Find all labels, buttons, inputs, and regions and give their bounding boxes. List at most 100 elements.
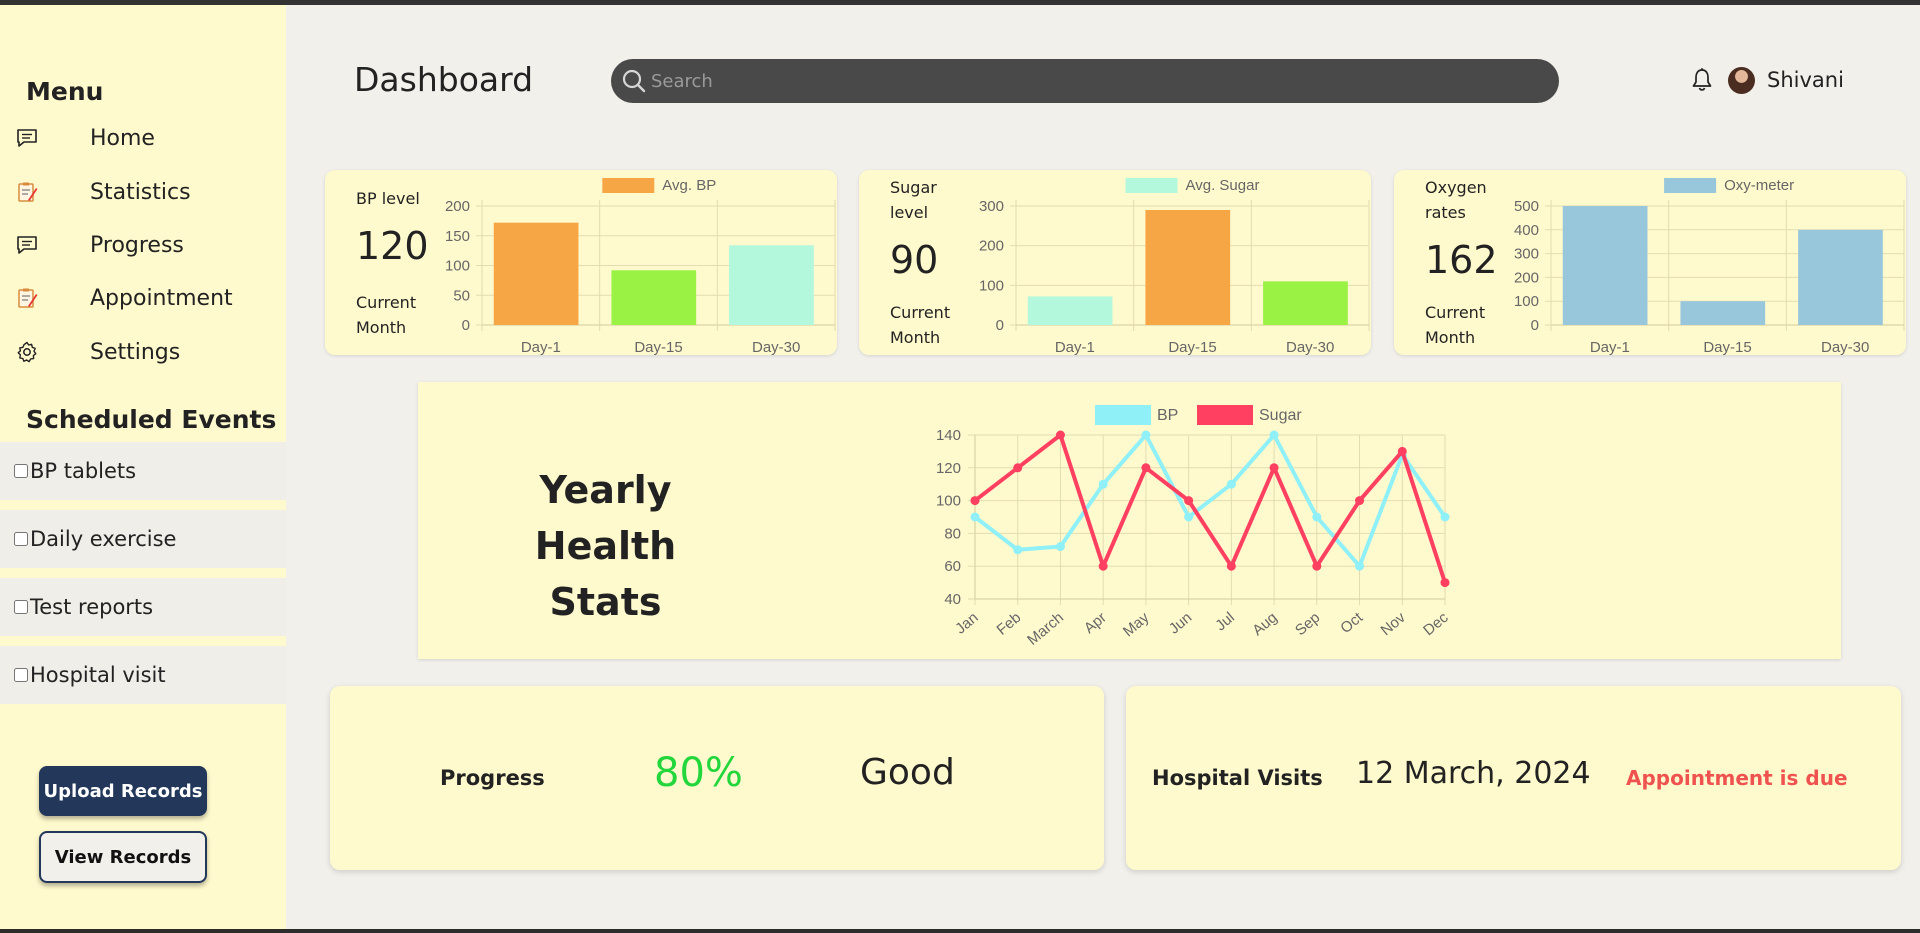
hospital-visits-card: Hospital Visits 12 March, 2024 Appointme…: [1126, 686, 1901, 870]
x-tick-label: Day-15: [1703, 339, 1751, 355]
data-point: [970, 496, 980, 506]
sidebar-item-home[interactable]: Home: [14, 118, 274, 158]
event-label: Daily exercise: [30, 527, 177, 551]
event-item[interactable]: BP tablets: [0, 442, 286, 500]
data-point: [1269, 430, 1279, 440]
data-point: [1312, 512, 1322, 522]
y-tick-label: 50: [453, 287, 470, 304]
view-records-button[interactable]: View Records: [39, 831, 207, 883]
legend-swatch: [602, 178, 655, 193]
event-item[interactable]: Test reports: [0, 578, 286, 636]
yearly-line-chart: BP Sugar 40 60 80 100 120 140 Jan Feb March Apr May J…: [936, 405, 1452, 649]
user-name[interactable]: Shivani: [1767, 68, 1844, 92]
yearly-stats-title: Yearly Health Stats: [534, 468, 677, 624]
data-point: [1397, 446, 1407, 456]
bottom-border: [0, 929, 1920, 933]
sugar-period-label: Current Month: [890, 303, 951, 347]
oxygen-period-label: Current Month: [1425, 303, 1486, 347]
y-tick-label: 0: [462, 317, 470, 334]
x-tick-label: Day-15: [1168, 339, 1216, 355]
yearly-health-stats-panel: Yearly Health Stats BP Sugar 40 60 80 100 120 1…: [418, 382, 1841, 659]
x-tick-label: Jun: [1166, 609, 1195, 638]
event-item[interactable]: Hospital visit: [0, 646, 286, 704]
data-point: [1098, 479, 1108, 489]
x-tick-label: March: [1024, 609, 1067, 649]
avatar[interactable]: [1728, 67, 1755, 94]
data-point: [1055, 430, 1065, 440]
y-tick-label: 40: [944, 591, 961, 608]
bar: [1145, 209, 1231, 325]
search-input[interactable]: [651, 67, 1531, 95]
sidebar-item-progress[interactable]: Progress: [14, 225, 274, 265]
x-tick-label: Day-15: [634, 339, 682, 355]
series-line-sugar: [973, 433, 1447, 584]
y-tick-label: 200: [979, 238, 1004, 255]
sidebar-item-statistics[interactable]: Statistics: [14, 172, 274, 212]
x-tick-label: May: [1120, 609, 1153, 641]
data-point: [1055, 542, 1065, 552]
bell-icon[interactable]: [1690, 67, 1714, 97]
oxygen-bar-chart: Oxy-meter 0 100 200 300 400 500 Day-1 Day-15 Day-…: [1514, 177, 1905, 355]
bar: [729, 245, 814, 325]
y-tick-label: 400: [1514, 222, 1539, 239]
hospital-visits-label: Hospital Visits: [1152, 766, 1323, 790]
data-point: [1355, 496, 1365, 506]
chat-icon: [14, 125, 40, 151]
y-tick-label: 60: [944, 558, 961, 575]
clipboard-icon: [14, 179, 40, 205]
y-tick-label: 500: [1514, 198, 1539, 215]
legend-swatch: [1197, 405, 1253, 425]
series-line-bp: [973, 433, 1447, 569]
menu-title: Menu: [26, 77, 104, 106]
data-point: [1269, 463, 1279, 473]
sugar-level-label: Sugar level: [890, 178, 937, 222]
search-icon: [621, 68, 647, 98]
appointment-due-note: Appointment is due: [1626, 766, 1848, 790]
sugar-level-value: 90: [890, 238, 939, 282]
bar: [1798, 229, 1883, 325]
top-border: [0, 0, 1920, 5]
data-point: [1098, 561, 1108, 571]
progress-status: Good: [860, 752, 955, 793]
event-checkbox[interactable]: [14, 464, 28, 478]
upload-records-button[interactable]: Upload Records: [39, 766, 207, 816]
search-bar: [611, 59, 1559, 103]
y-tick-label: 100: [936, 493, 961, 510]
event-checkbox[interactable]: [14, 600, 28, 614]
x-tick-label: Sep: [1292, 609, 1323, 639]
bp-bar-chart: Avg. BP 0 50 100 150 200 Day-1 Day-15 Day-30: [445, 177, 836, 355]
legend-swatch: [1664, 178, 1717, 193]
sidebar-item-label: Appointment: [90, 285, 233, 311]
y-tick-label: 100: [445, 258, 470, 275]
bar: [611, 270, 697, 325]
data-point: [1013, 463, 1023, 473]
data-point: [1141, 463, 1151, 473]
y-tick-label: 150: [445, 228, 470, 245]
event-checkbox[interactable]: [14, 532, 28, 546]
oxygen-rates-card: Oxygen rates 162 Current Month Oxy-meter…: [1394, 170, 1906, 355]
x-tick-label: Day-30: [752, 339, 800, 355]
data-point: [970, 512, 980, 522]
y-tick-label: 140: [936, 427, 961, 444]
y-tick-label: 120: [936, 460, 961, 477]
y-tick-label: 80: [944, 525, 961, 542]
sugar-bar-chart: Avg. Sugar 0 100 200 300 Day-1 Day-15 Day-30: [979, 177, 1370, 355]
scheduled-events-title: Scheduled Events: [26, 405, 277, 434]
bar: [493, 222, 579, 325]
x-tick-label: Jan: [952, 609, 981, 638]
event-label: Test reports: [30, 595, 154, 619]
y-tick-label: 300: [1514, 246, 1539, 263]
oxygen-rates-label: Oxygen rates: [1425, 178, 1487, 222]
legend-label: Avg. Sugar: [1186, 177, 1260, 194]
sidebar-item-appointment[interactable]: Appointment: [14, 278, 274, 318]
y-tick-label: 0: [1531, 317, 1539, 334]
event-item[interactable]: Daily exercise: [0, 510, 286, 568]
bp-period-label: Current Month: [356, 293, 417, 337]
x-tick-label: Day-30: [1821, 339, 1869, 355]
sidebar-item-settings[interactable]: Settings: [14, 332, 274, 372]
x-tick-label: Dec: [1420, 609, 1452, 639]
data-point: [1226, 561, 1236, 571]
oxygen-rates-value: 162: [1425, 238, 1498, 282]
event-checkbox[interactable]: [14, 668, 28, 682]
data-point: [1226, 479, 1236, 489]
